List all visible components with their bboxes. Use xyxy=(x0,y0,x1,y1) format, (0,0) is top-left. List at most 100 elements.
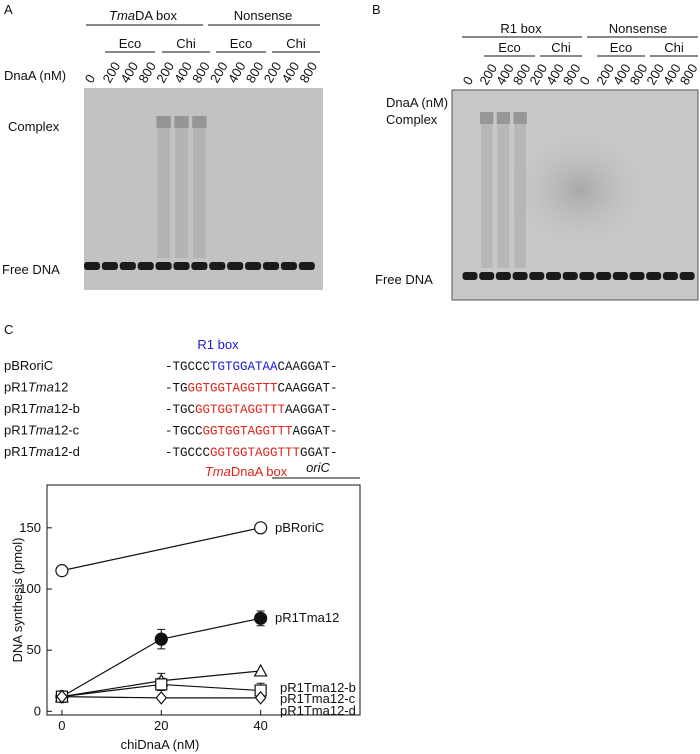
band xyxy=(479,272,495,280)
box-label: TmaDnaA box xyxy=(205,464,288,479)
band xyxy=(155,262,172,270)
subgroup-label: Chi xyxy=(551,40,571,55)
panel-letter: C xyxy=(4,322,13,337)
x-tick-label: 40 xyxy=(253,718,267,733)
legend-label: pR1Tma12-b xyxy=(280,680,356,695)
marker xyxy=(254,690,267,705)
band xyxy=(462,272,478,280)
band-label: Complex xyxy=(8,119,60,134)
seq-part: TGTGGATAA xyxy=(210,360,278,374)
axis-label: DnaA (nM) xyxy=(386,95,448,110)
lane-label: 800 xyxy=(677,61,700,87)
subgroup-label: Eco xyxy=(119,36,141,51)
axis-label: DnaA (nM) xyxy=(4,68,66,83)
x-tick-label: 0 xyxy=(58,718,65,733)
x-tick-label: 20 xyxy=(154,718,168,733)
construct-name: pR1Tma12 xyxy=(4,380,68,395)
x-axis-title: chiDnaA (nM) xyxy=(121,737,200,752)
name-part: Tma xyxy=(28,444,54,459)
sequence: -TGCGGTGGTAGGTTTAAGGAT- xyxy=(165,403,338,417)
marker xyxy=(254,611,268,625)
construct-name: pBRoriC xyxy=(4,358,53,373)
sequence: -TGGGTGGTAGGTTTCAAGGAT- xyxy=(165,382,338,396)
band xyxy=(191,262,208,270)
band xyxy=(495,272,511,280)
seq-part: CAAGGAT- xyxy=(278,360,338,374)
name-part: pR1 xyxy=(4,444,28,459)
band xyxy=(280,262,297,270)
band xyxy=(245,262,262,270)
marker xyxy=(56,689,68,704)
band xyxy=(173,262,190,270)
y-tick-label: 50 xyxy=(27,642,41,657)
name-part: 12-d xyxy=(54,444,80,459)
sequences: pBRoriC -TGCCCTGTGGATAACAAGGAT-pR1Tma12 -T… xyxy=(4,358,338,460)
band xyxy=(662,272,678,280)
y-axis-title: DNA synthesis (pmol) xyxy=(10,538,25,663)
panel-letter: B xyxy=(372,2,381,17)
name-part: 12 xyxy=(54,380,68,395)
sequence: -TGCCGGTGGTAGGTTTAGGAT- xyxy=(165,425,338,439)
subgroup-label: Chi xyxy=(664,40,684,55)
seq-part: -TGCCC xyxy=(165,446,210,460)
series-line xyxy=(61,527,261,572)
seq-part: -TGCCC xyxy=(165,360,210,374)
plot-frame xyxy=(46,484,361,716)
band xyxy=(209,262,226,270)
subgroup-label: Chi xyxy=(176,36,196,51)
group-label: Nonsense xyxy=(609,21,668,36)
seq-part: AGGAT- xyxy=(293,425,338,439)
band xyxy=(83,262,101,270)
name-part: pR1 xyxy=(4,401,28,416)
lane-label: 800 xyxy=(296,59,320,85)
name-part: pR1 xyxy=(4,380,28,395)
construct-name: pR1Tma12-d xyxy=(4,444,80,459)
band xyxy=(629,272,645,280)
band-label: Complex xyxy=(386,112,438,127)
lane-label: 0 xyxy=(460,74,477,88)
band xyxy=(679,272,695,280)
marker xyxy=(55,564,69,578)
name-part: Tma xyxy=(28,423,54,438)
subgroup-label: Eco xyxy=(498,40,520,55)
name-part: 12-c xyxy=(54,423,80,438)
name-part: Tma xyxy=(28,380,54,395)
smear xyxy=(514,118,526,268)
band xyxy=(545,272,562,280)
seq-part: GGAT- xyxy=(300,446,338,460)
seq-part: GGTGGTAGGTTT xyxy=(210,446,301,460)
smear xyxy=(480,118,493,268)
complex-band xyxy=(480,112,494,124)
group-label: Nonsense xyxy=(234,8,293,23)
legend-label: pR1Tma12 xyxy=(275,610,339,625)
legend-label: pR1Tma12-c xyxy=(280,691,356,706)
gel-smear xyxy=(510,130,650,250)
name-part: pBRoriC xyxy=(4,358,53,373)
chart: 0 50 100 150 0 20 40 chiDnaA (nM) DNA synthesis … xyxy=(10,460,361,752)
legend-label: pBRoriC xyxy=(275,520,324,535)
band xyxy=(262,262,280,270)
band xyxy=(119,262,136,270)
group-label: TmaDA box xyxy=(109,8,177,23)
band xyxy=(646,272,662,280)
complex-band xyxy=(192,116,207,128)
band xyxy=(562,272,578,280)
name-part: 12-b xyxy=(54,401,80,416)
smear xyxy=(497,118,510,268)
seq-part: AAGGAT- xyxy=(285,403,338,417)
marker xyxy=(253,663,268,677)
y-tick-label: 150 xyxy=(19,520,41,535)
group-label: R1 box xyxy=(500,21,542,36)
band xyxy=(101,262,118,270)
r1-label: R1 box xyxy=(197,337,239,352)
seq-part: GGTGGTAGGTTT xyxy=(195,403,286,417)
band-label: Free DNA xyxy=(2,262,60,277)
seq-part: -TGC xyxy=(165,403,195,417)
complex-band xyxy=(496,112,511,124)
band xyxy=(579,272,595,280)
smear xyxy=(157,122,170,258)
seq-part: -TGCC xyxy=(165,425,203,439)
seq-part: GGTGGTAGGTTT xyxy=(188,382,279,396)
